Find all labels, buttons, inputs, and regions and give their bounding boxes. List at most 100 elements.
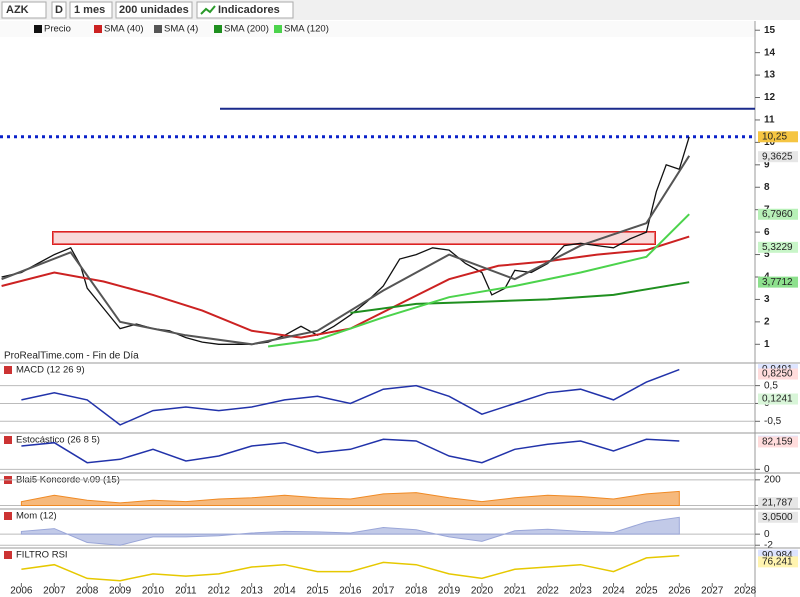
legend-label: SMA (4) xyxy=(164,24,198,35)
price-tag-label: 10,25 xyxy=(762,131,787,142)
panel-title: FILTRO RSI xyxy=(16,550,68,561)
series-line xyxy=(21,554,680,582)
x-tick-label: 2021 xyxy=(504,586,527,597)
y-tick-label: 3 xyxy=(764,294,770,305)
symbol-box[interactable] xyxy=(1,1,47,19)
price-tag-label: 3,0500 xyxy=(762,512,793,523)
x-tick-label: 2008 xyxy=(76,586,99,597)
price-tag xyxy=(758,497,798,509)
y-tick-label: 12 xyxy=(764,92,776,103)
panel-title: Mom (12) xyxy=(16,511,57,522)
price-tag xyxy=(758,393,798,405)
x-tick-label: 2023 xyxy=(570,586,593,597)
legend-swatch xyxy=(94,25,102,33)
price-tag-label: 82,159 xyxy=(762,437,793,448)
y-tick-label: 6 xyxy=(764,227,770,238)
series-area xyxy=(20,490,680,506)
price-tag xyxy=(758,241,798,253)
x-tick-label: 2011 xyxy=(175,586,197,597)
x-tick-label: 2010 xyxy=(142,586,165,597)
y-tick-label: 15 xyxy=(764,25,776,36)
legend-label: SMA (200) xyxy=(224,24,269,35)
x-tick-label: 2012 xyxy=(208,586,231,597)
series-line xyxy=(1,155,691,346)
series-line xyxy=(21,438,680,464)
x-tick-label: 2024 xyxy=(602,586,625,597)
legend-label: SMA (40) xyxy=(104,24,144,35)
x-tick-label: 2019 xyxy=(438,586,461,597)
price-tag xyxy=(758,151,798,163)
price-tag xyxy=(758,556,798,568)
series-area xyxy=(20,516,680,546)
price-tag-label: 9,3625 xyxy=(762,151,793,162)
legend-label: SMA (120) xyxy=(284,24,329,35)
x-tick-label: 2015 xyxy=(306,586,329,597)
y-tick-label: 13 xyxy=(764,70,776,81)
y-tick-label: 2 xyxy=(764,317,770,328)
panel-title: MACD (12 26 9) xyxy=(16,365,85,376)
x-tick-label: 2007 xyxy=(43,586,66,597)
resistance-fill xyxy=(53,232,655,244)
price-tag xyxy=(758,368,798,380)
x-tick-label: 2013 xyxy=(241,586,264,597)
period[interactable]: 1 mes xyxy=(74,4,105,16)
symbol[interactable]: AZK xyxy=(6,4,29,16)
legend-label: Precio xyxy=(44,24,71,35)
x-tick-label: 2006 xyxy=(10,586,33,597)
legend-swatch xyxy=(214,25,222,33)
y-tick-label: 0 xyxy=(764,464,770,475)
x-tick-label: 2018 xyxy=(405,586,428,597)
panel-title: Estocástico (26 8 5) xyxy=(16,435,100,446)
y-tick-label: 0 xyxy=(764,529,770,540)
series-line xyxy=(350,281,690,314)
units[interactable]: 200 unidades xyxy=(119,4,189,16)
price-tag-label: 90,984 xyxy=(762,550,793,561)
price-tag-label: 0,8250 xyxy=(762,369,793,380)
units-box[interactable] xyxy=(115,1,193,19)
legend-swatch xyxy=(154,25,162,33)
legend-bar xyxy=(0,21,755,37)
x-tick-label: 2014 xyxy=(273,586,296,597)
price-tag-label: 21,787 xyxy=(762,497,793,508)
period-box[interactable] xyxy=(69,1,113,19)
price-tag xyxy=(758,549,798,561)
y-tick-label: 9 xyxy=(764,159,770,170)
series-line xyxy=(267,213,690,348)
panel-icon xyxy=(4,366,12,374)
price-tag-label: 0,1241 xyxy=(762,394,793,405)
x-tick-label: 2022 xyxy=(537,586,560,597)
x-tick-label: 2020 xyxy=(471,586,494,597)
mode[interactable]: D xyxy=(55,4,63,16)
series-line xyxy=(1,235,690,339)
indicators[interactable]: Indicadores xyxy=(218,4,280,16)
panel-icon xyxy=(4,436,12,444)
y-tick-label: 200 xyxy=(764,474,781,485)
price-tag-label: 6,7960 xyxy=(762,209,793,220)
x-tick-label: 2026 xyxy=(668,586,691,597)
x-tick-label: 2016 xyxy=(339,586,362,597)
y-tick-label: 11 xyxy=(764,115,775,126)
series-line xyxy=(21,368,680,426)
price-tag xyxy=(758,276,798,288)
x-tick-label: 2025 xyxy=(635,586,658,597)
x-tick-label: 2028 xyxy=(734,586,757,597)
series-line xyxy=(1,136,690,345)
price-tag xyxy=(758,131,798,143)
y-tick-label: 5 xyxy=(764,249,770,260)
price-tag-label: 3,7712 xyxy=(762,277,793,288)
price-tag xyxy=(758,436,798,448)
x-tick-label: 2009 xyxy=(109,586,132,597)
mode-box[interactable] xyxy=(51,1,67,19)
y-tick-label: 0,5 xyxy=(764,380,778,391)
annotation: ProRealTime.com - Fin de Día xyxy=(4,351,139,362)
y-tick-label: 10 xyxy=(764,137,776,148)
y-tick-label: -0,5 xyxy=(764,416,782,427)
x-tick-label: 2027 xyxy=(701,586,724,597)
price-tag-label: 76,241 xyxy=(762,557,793,568)
price-tag-label: 5,3229 xyxy=(762,242,793,253)
y-tick-label: 8 xyxy=(764,182,770,193)
indicators-box[interactable] xyxy=(196,1,294,19)
price-tag xyxy=(758,511,798,523)
indicators-icon xyxy=(200,5,216,15)
